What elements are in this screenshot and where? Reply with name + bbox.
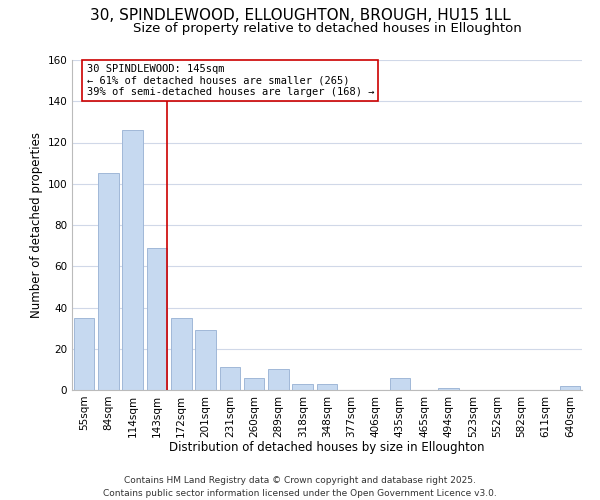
- Bar: [317, 384, 337, 390]
- Text: Contains HM Land Registry data © Crown copyright and database right 2025.
Contai: Contains HM Land Registry data © Crown c…: [103, 476, 497, 498]
- Bar: [146, 248, 167, 390]
- Bar: [560, 386, 580, 390]
- Bar: [195, 330, 216, 390]
- Y-axis label: Number of detached properties: Number of detached properties: [30, 132, 43, 318]
- Bar: [268, 370, 289, 390]
- Bar: [171, 318, 191, 390]
- Bar: [220, 368, 240, 390]
- Title: Size of property relative to detached houses in Elloughton: Size of property relative to detached ho…: [133, 22, 521, 35]
- Text: 30, SPINDLEWOOD, ELLOUGHTON, BROUGH, HU15 1LL: 30, SPINDLEWOOD, ELLOUGHTON, BROUGH, HU1…: [89, 8, 511, 22]
- Bar: [389, 378, 410, 390]
- Bar: [98, 174, 119, 390]
- Bar: [74, 318, 94, 390]
- Bar: [438, 388, 459, 390]
- Bar: [122, 130, 143, 390]
- Text: 30 SPINDLEWOOD: 145sqm
← 61% of detached houses are smaller (265)
39% of semi-de: 30 SPINDLEWOOD: 145sqm ← 61% of detached…: [86, 64, 374, 98]
- Bar: [292, 384, 313, 390]
- X-axis label: Distribution of detached houses by size in Elloughton: Distribution of detached houses by size …: [169, 441, 485, 454]
- Bar: [244, 378, 265, 390]
